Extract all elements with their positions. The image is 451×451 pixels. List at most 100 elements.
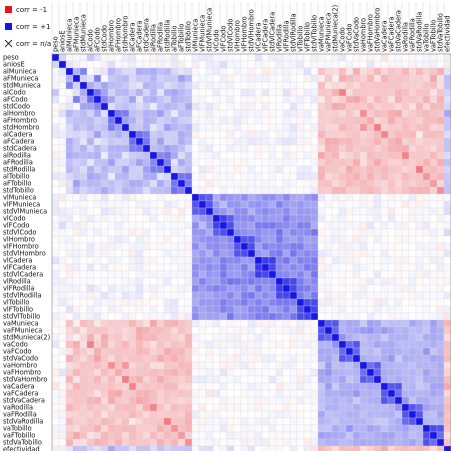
heatmap-cell <box>324 354 333 363</box>
heatmap-cell <box>51 263 60 272</box>
heatmap-cell <box>121 256 130 265</box>
heatmap-cell <box>114 396 123 405</box>
heatmap-cell <box>303 151 312 160</box>
heatmap-cell <box>233 340 242 349</box>
heatmap-cell <box>212 186 221 195</box>
row-label-vafhombro: vaFHombro <box>3 369 41 377</box>
heatmap-cell <box>261 130 270 139</box>
heatmap-cell <box>289 417 298 426</box>
heatmap-cell <box>254 130 263 139</box>
heatmap-cell <box>240 144 249 153</box>
heatmap-cell <box>443 326 451 335</box>
heatmap-cell <box>275 60 284 69</box>
heatmap-cell <box>401 116 410 125</box>
heatmap-cell <box>72 431 81 440</box>
heatmap-cell <box>135 410 144 419</box>
heatmap-cell <box>198 361 207 370</box>
heatmap-cell <box>261 242 270 251</box>
heatmap-cell <box>324 137 333 146</box>
heatmap-cell <box>156 410 165 419</box>
heatmap-cell <box>380 319 389 328</box>
col-label-stdcodo: stdCodo <box>100 25 108 52</box>
heatmap-cell <box>212 214 221 223</box>
heatmap-cell <box>310 144 319 153</box>
heatmap-cell <box>170 67 179 76</box>
heatmap-cell <box>114 445 123 451</box>
heatmap-cell <box>114 375 123 384</box>
heatmap-cell <box>135 263 144 272</box>
heatmap-cell <box>65 368 74 377</box>
heatmap-cell <box>170 186 179 195</box>
heatmap-cell <box>58 172 67 181</box>
heatmap-cell <box>268 172 277 181</box>
heatmap-cell <box>359 340 368 349</box>
heatmap-cell <box>289 361 298 370</box>
heatmap-cell <box>142 347 151 356</box>
row-label-peso: peso <box>3 54 19 62</box>
heatmap-cell <box>184 263 193 272</box>
heatmap-cell <box>191 305 200 314</box>
heatmap-cell <box>121 165 130 174</box>
heatmap-cell <box>191 109 200 118</box>
heatmap-cell <box>100 375 109 384</box>
heatmap-cell <box>303 375 312 384</box>
heatmap-cell <box>254 221 263 230</box>
heatmap-cell <box>303 312 312 321</box>
heatmap-cell <box>317 424 326 433</box>
heatmap-cell <box>324 81 333 90</box>
heatmap-cell <box>219 249 228 258</box>
heatmap-cell <box>58 417 67 426</box>
heatmap-cell <box>163 109 172 118</box>
heatmap-cell <box>387 172 396 181</box>
heatmap-cell <box>233 270 242 279</box>
heatmap-cell <box>352 151 361 160</box>
heatmap-cell <box>135 242 144 251</box>
heatmap-cell <box>394 298 403 307</box>
heatmap-cell <box>394 102 403 111</box>
heatmap-cell <box>219 403 228 412</box>
heatmap-cell <box>233 417 242 426</box>
heatmap-cell <box>408 284 417 293</box>
heatmap-cell <box>324 193 333 202</box>
heatmap-cell <box>72 102 81 111</box>
heatmap-cell <box>352 172 361 181</box>
heatmap-cell <box>58 109 67 118</box>
heatmap-cell <box>394 81 403 90</box>
heatmap-cell <box>394 67 403 76</box>
heatmap-cell <box>338 200 347 209</box>
heatmap-cell <box>366 151 375 160</box>
heatmap-cell <box>436 256 445 265</box>
heatmap-cell <box>254 270 263 279</box>
heatmap-cell <box>296 144 305 153</box>
heatmap-cell <box>268 158 277 167</box>
heatmap-cell <box>380 165 389 174</box>
heatmap-cell <box>107 228 116 237</box>
heatmap-cell <box>233 53 242 62</box>
heatmap-cell <box>303 53 312 62</box>
heatmap-cell <box>121 67 130 76</box>
heatmap-cell <box>100 284 109 293</box>
heatmap-cell <box>233 200 242 209</box>
heatmap-cell <box>170 95 179 104</box>
heatmap-cell <box>114 53 123 62</box>
heatmap-cell <box>149 431 158 440</box>
heatmap-cell <box>219 375 228 384</box>
heatmap-cell <box>352 102 361 111</box>
heatmap-cell <box>422 270 431 279</box>
heatmap-cell <box>317 375 326 384</box>
heatmap-cell <box>429 305 438 314</box>
heatmap-cell <box>212 137 221 146</box>
heatmap-cell <box>184 410 193 419</box>
heatmap-cell <box>422 53 431 62</box>
heatmap-cell <box>429 193 438 202</box>
col-label-vatobillo: vaTobillo <box>422 23 430 52</box>
heatmap-cell <box>408 270 417 279</box>
heatmap-cell <box>282 438 291 447</box>
heatmap-cell <box>107 67 116 76</box>
col-label-vlfmunieca: vlFMunieca <box>198 15 206 52</box>
heatmap-cell <box>380 109 389 118</box>
heatmap-cell <box>282 116 291 125</box>
heatmap-cell <box>331 445 340 451</box>
heatmap-cell <box>121 396 130 405</box>
heatmap-cell <box>79 263 88 272</box>
